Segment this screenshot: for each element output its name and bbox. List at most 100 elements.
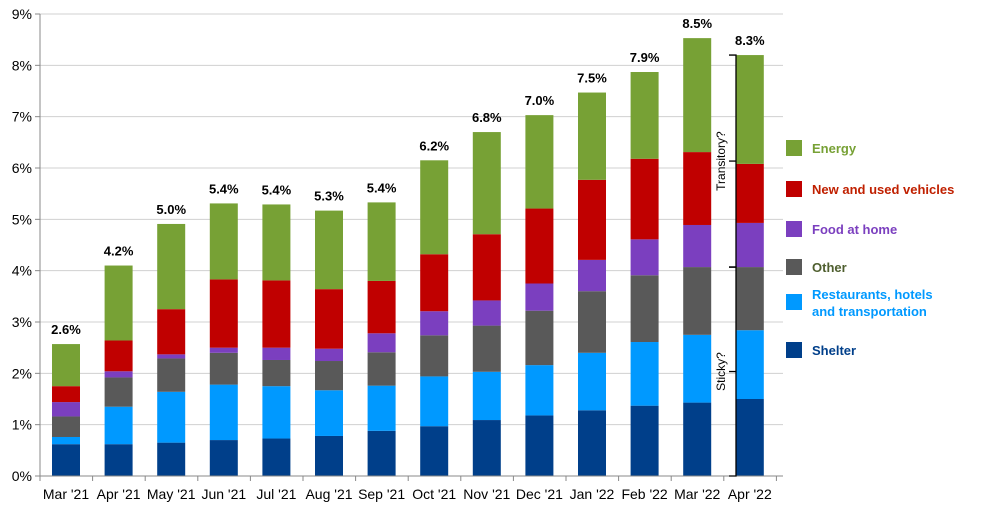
legend-item: Energy [786,140,857,156]
legend-item: Shelter [786,342,856,358]
bar-segment-shelter [315,435,343,476]
legend-label: Energy [812,141,857,156]
bar-segment-other [157,358,186,392]
legend-swatch [786,294,802,310]
bar-segment-energy [104,265,133,341]
bar-segment-new-and-used-vehicles [735,163,764,223]
total-labels: 2.6% 4.2% 5.0% 5.4% 5.4% 5.3% 5.4% 6.2% 6.8% 7.0%… [51,16,765,337]
bar-segment-new-and-used-vehicles [104,340,133,372]
bar-segment-energy [420,160,449,255]
y-tick-label: 9% [12,6,32,22]
bar-segment-shelter [209,440,238,476]
legend: Energy New and used vehicles Food at home O… [786,140,954,358]
bar-segment-food-at-home [262,347,291,360]
bar-segment-new-and-used-vehicles [683,152,712,225]
bar-segment-food-at-home [735,222,764,268]
legend-label: Other [812,260,847,275]
bar-segment-shelter [262,438,291,476]
bar-segment-food-at-home [578,259,606,292]
bar-segment-other [525,310,554,366]
bar-segment-new-and-used-vehicles [630,158,659,240]
bar-segment-restaurants-hotels-and-transportation [525,365,554,416]
total-label: 8.3% [735,33,765,48]
y-tick-label: 4% [12,263,32,279]
bar-segment-food-at-home [104,371,133,378]
y-tick-label: 8% [12,57,32,73]
total-label: 2.6% [51,322,81,337]
x-tick-label: May '21 [147,486,196,502]
bar-segment-restaurants-hotels-and-transportation [630,342,659,406]
x-tick-label: Jul '21 [256,486,296,502]
legend-swatch [786,342,802,358]
bar-segment-other [52,416,80,437]
bar-segment-food-at-home [683,224,712,268]
bar-segment-food-at-home [420,311,449,336]
bar-segment-energy [472,132,501,235]
sticky-bracket: Sticky? [714,266,737,477]
bar-segment-shelter [578,410,606,476]
legend-item: Other [786,259,847,275]
bar-segment-restaurants-hotels-and-transportation [52,436,80,445]
legend-label: New and used vehicles [812,182,954,197]
x-tick-label: Apr '21 [97,486,141,502]
bar-segment-food-at-home [525,283,554,311]
bar-segment-shelter [157,442,186,476]
total-label: 8.5% [682,16,712,31]
bar-segment-energy [209,203,238,280]
total-label: 6.8% [472,110,502,125]
bar-segment-food-at-home [315,348,343,362]
bar-segment-energy [525,115,554,209]
bar-segment-shelter [104,444,133,476]
legend-label: Food at home [812,222,897,237]
bar-segment-other [367,352,396,386]
x-tick-label: Dec '21 [516,486,563,502]
bar-segment-restaurants-hotels-and-transportation [209,384,238,441]
bar-segment-energy [630,72,659,159]
bar-segment-shelter [735,399,764,476]
legend-label: Restaurants, hotels [812,287,933,302]
bar-segment-shelter [472,420,501,476]
bar-segment-other [683,267,712,335]
bar-segment-other [262,359,291,387]
bar-segment-energy [52,344,80,387]
y-tick-label: 3% [12,314,32,330]
legend-swatch [786,140,802,156]
bar-segment-new-and-used-vehicles [315,289,343,349]
bar-segment-shelter [420,426,449,476]
legend-item: Food at home [786,221,897,237]
bar-segment-new-and-used-vehicles [420,254,449,312]
transitory-bracket-label: Transitory? [714,131,728,191]
bar-segment-new-and-used-vehicles [52,386,80,403]
x-tick-label: Jan '22 [570,486,615,502]
bar-segment-new-and-used-vehicles [157,309,186,355]
total-label: 5.3% [314,189,344,204]
total-label: 5.4% [209,181,239,196]
bar-segment-restaurants-hotels-and-transportation [683,334,712,403]
total-label: 7.5% [577,71,607,86]
bar-segment-new-and-used-vehicles [367,280,396,334]
y-tick-label: 7% [12,109,32,125]
legend-label: Shelter [812,343,856,358]
x-tick-label: Mar '21 [43,486,89,502]
bar-segment-restaurants-hotels-and-transportation [262,386,291,439]
bar-segment-restaurants-hotels-and-transportation [472,371,501,421]
bar-segment-new-and-used-vehicles [262,280,291,348]
y-tick-label: 5% [12,211,32,227]
bar-segment-energy [315,210,343,290]
brackets: Transitory? Sticky? [714,54,737,477]
bar-segment-food-at-home [472,300,501,326]
bar-segment-other [104,377,133,407]
x-tick-label: Nov '21 [463,486,510,502]
bar-segment-restaurants-hotels-and-transportation [315,390,343,436]
gridlines [40,13,783,426]
bar-segment-new-and-used-vehicles [578,179,606,260]
legend-item: New and used vehicles [786,181,954,197]
sticky-bracket-label: Sticky? [714,352,728,391]
bar-segment-shelter [525,415,554,476]
legend-label-line2: and transportation [812,304,927,319]
bar-segment-shelter [52,444,80,476]
bar-segment-new-and-used-vehicles [209,279,238,348]
legend-swatch [786,259,802,275]
bar-segment-energy [735,55,764,164]
bar-segment-food-at-home [367,333,396,353]
